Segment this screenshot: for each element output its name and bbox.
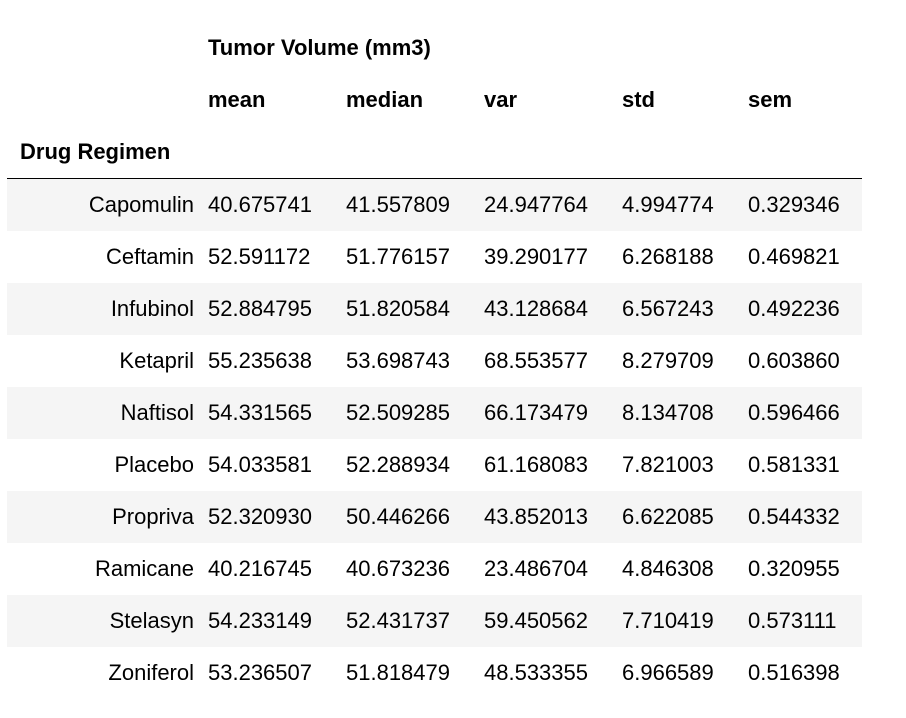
cell-std: 6.268188 — [622, 244, 714, 269]
row-label: Placebo — [114, 452, 194, 477]
table-row: Infubinol 52.884795 51.820584 43.128684 … — [7, 283, 863, 335]
cell-mean: 54.233149 — [208, 608, 312, 633]
group-header-row: Tumor Volume (mm3) — [7, 22, 862, 74]
table-header: Tumor Volume (mm3) mean median var std s… — [7, 22, 863, 179]
cell-mean: 52.591172 — [208, 244, 311, 269]
cell-sem: 0.573111 — [748, 608, 837, 633]
column-header-median: median — [346, 87, 424, 112]
table-row: Ramicane 40.216745 40.673236 23.486704 4… — [7, 543, 863, 595]
cell-mean: 53.236507 — [208, 660, 312, 685]
row-label: Capomulin — [88, 192, 194, 217]
cell-median: 51.818479 — [346, 660, 450, 685]
row-label: Stelasyn — [109, 608, 194, 633]
row-label: Propriva — [112, 504, 194, 529]
cell-mean: 52.884795 — [208, 296, 312, 321]
cell-mean: 40.675741 — [208, 192, 312, 217]
table-row: Ketapril 55.235638 53.698743 68.553577 8… — [7, 335, 863, 387]
cell-median: 50.446266 — [346, 504, 450, 529]
row-label: Zoniferol — [108, 660, 194, 685]
cell-std: 8.279709 — [622, 348, 714, 373]
column-header-row: mean median var std sem — [7, 74, 862, 126]
cell-std: 6.966589 — [622, 660, 714, 685]
cell-sem: 0.492236 — [748, 296, 840, 321]
index-name: Drug Regimen — [7, 126, 201, 179]
table-body: Capomulin 40.675741 41.557809 24.947764 … — [7, 178, 863, 699]
cell-median: 53.698743 — [346, 348, 450, 373]
row-label: Ketapril — [119, 348, 194, 373]
cell-sem: 0.329346 — [748, 192, 840, 217]
row-label: Ramicane — [94, 556, 194, 581]
cell-var: 59.450562 — [484, 608, 588, 633]
cell-std: 6.567243 — [622, 296, 714, 321]
cell-var: 66.173479 — [484, 400, 588, 425]
cell-sem: 0.320955 — [748, 556, 840, 581]
table-row: Stelasyn 54.233149 52.431737 59.450562 7… — [7, 595, 863, 647]
cell-var: 68.553577 — [484, 348, 588, 373]
cell-std: 7.710419 — [622, 608, 714, 633]
column-header-std: std — [622, 87, 655, 112]
table-row: Ceftamin 52.591172 51.776157 39.290177 6… — [7, 231, 863, 283]
cell-var: 48.533355 — [484, 660, 588, 685]
table-row: Placebo 54.033581 52.288934 61.168083 7.… — [7, 439, 863, 491]
index-name-row: Drug Regimen — [7, 126, 863, 179]
row-label: Infubinol — [110, 296, 194, 321]
cell-mean: 54.033581 — [208, 452, 312, 477]
cell-var: 43.128684 — [484, 296, 588, 321]
table-row: Naftisol 54.331565 52.509285 66.173479 8… — [7, 387, 863, 439]
cell-var: 61.168083 — [484, 452, 588, 477]
group-header: Tumor Volume (mm3) — [208, 35, 431, 60]
cell-sem: 0.581331 — [748, 452, 840, 477]
cell-sem: 0.516398 — [748, 660, 840, 685]
cell-median: 51.820584 — [346, 296, 450, 321]
cell-mean: 40.216745 — [208, 556, 312, 581]
cell-median: 52.509285 — [346, 400, 450, 425]
header-empty-cell — [615, 126, 741, 179]
cell-var: 39.290177 — [484, 244, 588, 269]
table-row: Zoniferol 53.236507 51.818479 48.533355 … — [7, 647, 863, 699]
header-empty-cell — [741, 126, 863, 179]
cell-var: 23.486704 — [484, 556, 588, 581]
cell-mean: 52.320930 — [208, 504, 312, 529]
summary-statistics-table: Tumor Volume (mm3) mean median var std s… — [7, 22, 863, 699]
cell-sem: 0.544332 — [748, 504, 840, 529]
cell-median: 40.673236 — [346, 556, 450, 581]
summary-table-container: Tumor Volume (mm3) mean median var std s… — [7, 22, 863, 699]
cell-std: 8.134708 — [622, 400, 714, 425]
header-empty-cell — [201, 126, 339, 179]
cell-var: 43.852013 — [484, 504, 588, 529]
header-empty-cell — [477, 126, 615, 179]
cell-median: 52.431737 — [346, 608, 450, 633]
column-header-var: var — [484, 87, 518, 112]
cell-std: 7.821003 — [622, 452, 714, 477]
cell-var: 24.947764 — [484, 192, 588, 217]
cell-median: 41.557809 — [346, 192, 450, 217]
table-row: Propriva 52.320930 50.446266 43.852013 6… — [7, 491, 863, 543]
cell-sem: 0.603860 — [748, 348, 840, 373]
column-header-sem: sem — [748, 87, 793, 112]
cell-std: 4.846308 — [622, 556, 714, 581]
cell-median: 52.288934 — [346, 452, 450, 477]
cell-mean: 54.331565 — [208, 400, 312, 425]
cell-median: 51.776157 — [346, 244, 450, 269]
column-header-mean: mean — [208, 87, 266, 112]
cell-mean: 55.235638 — [208, 348, 312, 373]
header-empty-cell — [7, 22, 201, 74]
header-empty-cell — [339, 126, 477, 179]
header-empty-cell — [7, 74, 201, 126]
row-label: Ceftamin — [105, 244, 194, 269]
cell-sem: 0.469821 — [748, 244, 840, 269]
cell-sem: 0.596466 — [748, 400, 840, 425]
cell-std: 6.622085 — [622, 504, 714, 529]
row-label: Naftisol — [120, 400, 194, 425]
cell-std: 4.994774 — [622, 192, 714, 217]
table-row: Capomulin 40.675741 41.557809 24.947764 … — [7, 178, 863, 231]
